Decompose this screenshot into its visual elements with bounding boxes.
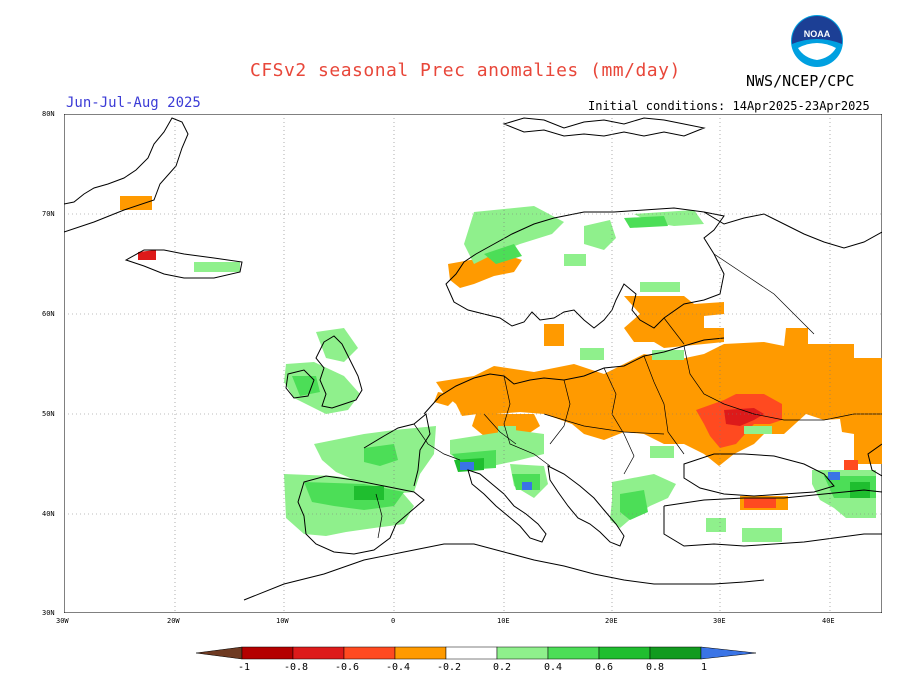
dry-anomaly-region	[448, 254, 522, 288]
colorbar-swatch	[394, 646, 447, 660]
colorbar-label: 1	[701, 662, 708, 673]
dry-anomaly-region	[120, 196, 152, 210]
gridlines	[64, 114, 882, 613]
strong-dry-anomaly-region	[138, 250, 156, 260]
colorbar-label: -0.4	[386, 662, 411, 673]
strong-dry-anomaly-region	[844, 460, 858, 470]
wet-anomaly-region	[194, 262, 240, 272]
colorbar-swatch	[649, 646, 702, 660]
wet-anomaly-region	[652, 350, 684, 360]
wet-anomaly-region	[640, 282, 680, 292]
max-wet-anomaly-region	[828, 472, 840, 480]
strong-dry-anomaly-region	[724, 408, 764, 426]
lon-label: 10W	[276, 617, 289, 625]
moderate-wet-anomaly-region	[364, 444, 398, 466]
colorbar-swatch	[445, 646, 498, 660]
wet-anomaly-region	[464, 206, 564, 264]
lon-label: 30E	[713, 617, 726, 625]
colorbar-label: 0.4	[544, 662, 563, 673]
wet-anomaly-region	[498, 426, 516, 434]
colorbar-swatch	[598, 646, 651, 660]
colorbar-swatch	[292, 646, 345, 660]
lon-label: 10E	[497, 617, 510, 625]
lon-label: 30W	[56, 617, 69, 625]
colorbar-label: -0.6	[335, 662, 360, 673]
strong-wet-anomaly-region	[354, 486, 384, 500]
lat-label: 80N	[42, 110, 55, 118]
colorbar	[196, 646, 756, 660]
dry-anomaly-region	[544, 324, 564, 346]
wet-anomaly-region	[650, 446, 674, 458]
colorbar-label: 0.6	[595, 662, 614, 673]
strong-dry-anomaly-region	[744, 498, 776, 508]
lat-label: 70N	[42, 210, 55, 218]
wet-anomaly-region	[316, 328, 358, 362]
map-title: CFSv2 seasonal Prec anomalies (mm/day)	[250, 60, 681, 81]
wet-anomaly-region	[564, 254, 586, 266]
colorbar-swatch	[343, 646, 396, 660]
colorbar-swatch	[241, 646, 294, 660]
season-label: Jun-Jul-Aug 2025	[66, 95, 201, 111]
lat-label: 50N	[42, 410, 55, 418]
lat-label: 60N	[42, 310, 55, 318]
lon-label: 40E	[822, 617, 835, 625]
dry-anomaly-region	[624, 296, 724, 348]
max-wet-anomaly-region	[460, 462, 474, 470]
wet-anomaly-region	[742, 528, 782, 542]
wet-anomaly-region	[744, 426, 772, 434]
lat-label: 40N	[42, 510, 55, 518]
wet-anomaly-region	[584, 220, 616, 250]
country-borders	[375, 253, 882, 539]
lat-label: 30N	[42, 609, 55, 617]
colorbar-label: -0.8	[284, 662, 309, 673]
colorbar-swatch	[196, 646, 243, 660]
colorbar-label: -1	[238, 662, 251, 673]
initial-conditions-label: Initial conditions: 14Apr2025-23Apr2025	[588, 99, 870, 113]
moderate-wet-anomaly-region	[624, 216, 668, 228]
noaa-logo: NOAA	[791, 15, 843, 67]
colorbar-swatch	[700, 646, 756, 660]
wet-anomaly-region	[284, 362, 360, 414]
colorbar-label: 0.8	[646, 662, 665, 673]
colorbar-label: 0.2	[493, 662, 512, 673]
colorbar-label: -0.2	[437, 662, 462, 673]
map-panel	[64, 114, 882, 613]
agency-label: NWS/NCEP/CPC	[746, 72, 855, 90]
moderate-wet-anomaly-region	[292, 376, 320, 396]
wet-anomaly-region	[580, 348, 604, 360]
lon-label: 0	[391, 617, 396, 625]
moderate-wet-anomaly-region	[620, 490, 648, 520]
colorbar-swatch	[547, 646, 600, 660]
max-wet-anomaly-region	[522, 482, 532, 490]
lon-label: 20W	[167, 617, 180, 625]
colorbar-swatch	[496, 646, 549, 660]
noaa-logo-text: NOAA	[804, 29, 831, 39]
lon-label: 20E	[605, 617, 618, 625]
coastlines	[64, 117, 882, 601]
wet-anomaly-region	[706, 518, 726, 532]
moderate-wet-anomaly-region	[484, 244, 522, 264]
anomaly-field	[120, 196, 882, 542]
